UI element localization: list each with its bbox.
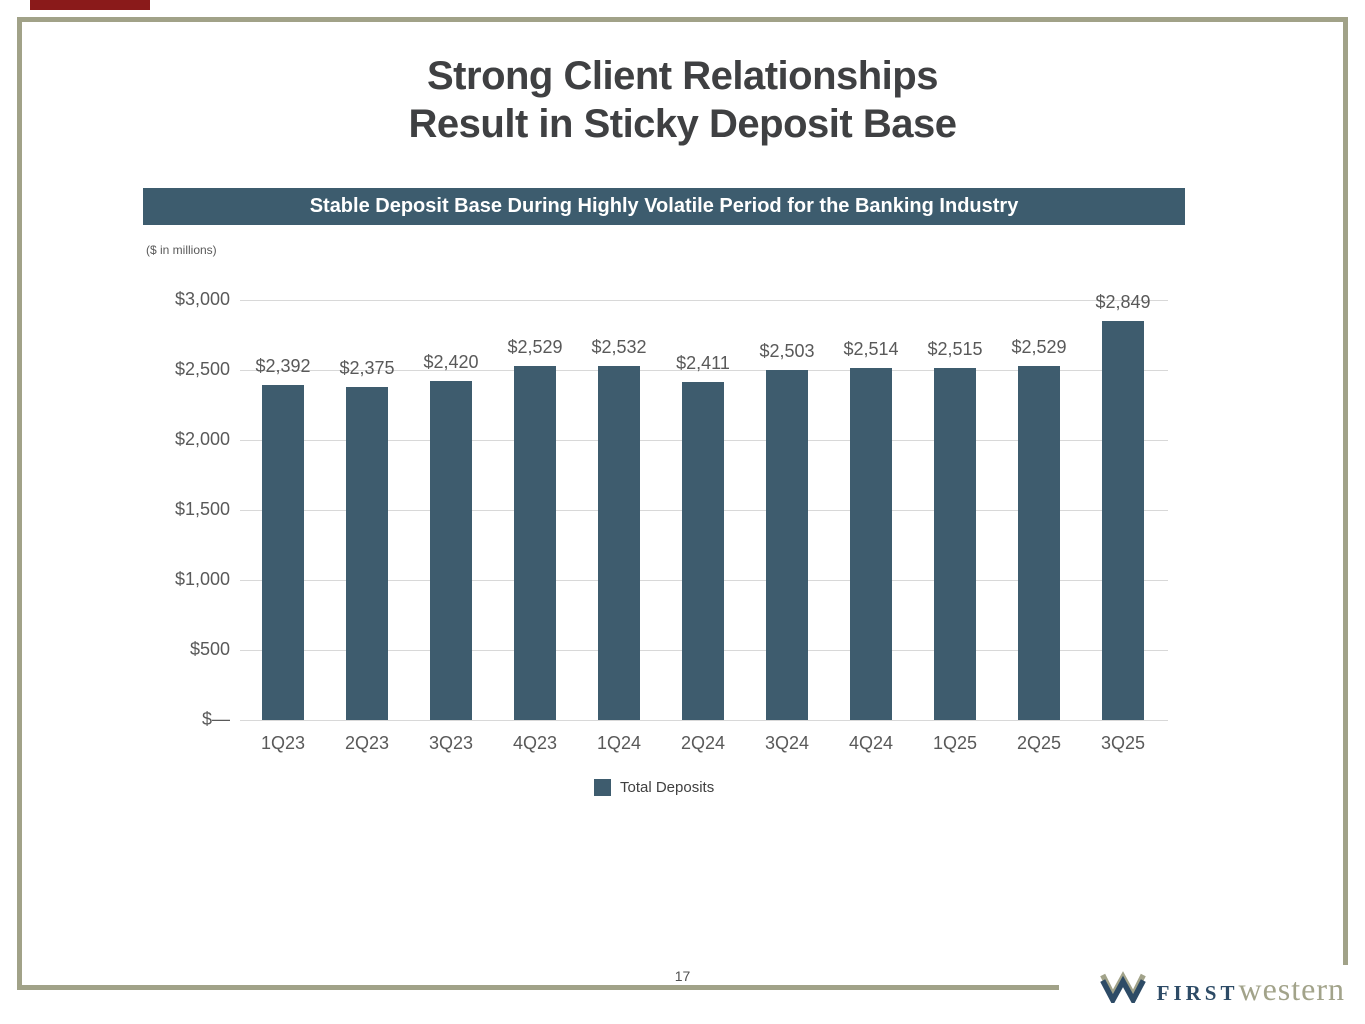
bar xyxy=(934,368,976,720)
title-line-1: Strong Client Relationships xyxy=(427,54,938,98)
bar xyxy=(766,370,808,720)
y-axis-label: $2,000 xyxy=(174,429,230,449)
x-axis-label: 1Q24 xyxy=(596,733,642,753)
x-axis-label: 4Q24 xyxy=(848,733,894,753)
y-axis-label: $— xyxy=(201,709,230,729)
x-axis-label: 2Q24 xyxy=(680,733,726,753)
bar-value-label: $2,420 xyxy=(423,352,479,372)
bar-value-label: $2,503 xyxy=(759,341,815,361)
logo-western: western xyxy=(1238,971,1345,1007)
company-logo: FIRST western xyxy=(1058,965,1353,1018)
chart-banner: Stable Deposit Base During Highly Volati… xyxy=(143,188,1185,225)
y-axis-label: $1,500 xyxy=(174,499,230,519)
bar xyxy=(850,368,892,720)
bar-value-label: $2,514 xyxy=(843,339,899,359)
slide-border xyxy=(17,17,1348,990)
w-mark-icon xyxy=(1099,971,1147,1008)
bar-value-label: $2,529 xyxy=(507,337,563,357)
bar-value-label: $2,849 xyxy=(1095,292,1151,312)
x-axis-label: 3Q23 xyxy=(428,733,474,753)
logo-first: FIRST xyxy=(1156,981,1239,1005)
bar xyxy=(514,366,556,720)
bar-value-label: $2,532 xyxy=(591,337,647,357)
x-axis-label: 4Q23 xyxy=(512,733,558,753)
logo-text: FIRST western xyxy=(1157,971,1345,1008)
bar xyxy=(1102,321,1144,720)
x-axis-label: 2Q25 xyxy=(1016,733,1062,753)
bar-value-label: $2,515 xyxy=(927,339,983,359)
page-title: Strong Client Relationships Result in St… xyxy=(0,52,1365,148)
legend-label: Total Deposits xyxy=(620,779,715,796)
bar-value-label: $2,529 xyxy=(1011,337,1067,357)
y-axis-label: $1,000 xyxy=(174,569,230,589)
y-axis-label: $3,000 xyxy=(174,289,230,309)
bar-value-label: $2,375 xyxy=(339,358,395,378)
y-axis-label: $500 xyxy=(189,639,230,659)
bar xyxy=(682,382,724,720)
bar-value-label: $2,411 xyxy=(676,353,730,373)
accent-bar xyxy=(30,0,150,10)
gridline xyxy=(240,300,1168,301)
chart-legend: Total Deposits xyxy=(594,779,714,796)
x-axis-label: 3Q25 xyxy=(1100,733,1146,753)
x-axis-label: 2Q23 xyxy=(344,733,390,753)
bar xyxy=(262,385,304,720)
x-axis-label: 1Q25 xyxy=(932,733,978,753)
bar xyxy=(1018,366,1060,720)
gridline xyxy=(240,720,1168,721)
plot-area: $3,000 $2,500 $2,000 $1,500 $1,000 $500 $— $2,3… xyxy=(175,289,1168,753)
title-line-2: Result in Sticky Deposit Base xyxy=(408,102,957,146)
bar xyxy=(598,366,640,720)
x-axis-label: 3Q24 xyxy=(764,733,810,753)
x-axis-label: 1Q23 xyxy=(260,733,306,753)
units-note: ($ in millions) xyxy=(146,243,217,257)
legend-swatch-icon xyxy=(594,779,611,796)
gridline xyxy=(240,370,1168,371)
bar-value-label: $2,392 xyxy=(255,356,311,376)
bar xyxy=(346,387,388,720)
bar xyxy=(430,381,472,720)
y-axis-label: $2,500 xyxy=(174,359,230,379)
page-number: 17 xyxy=(674,968,691,984)
